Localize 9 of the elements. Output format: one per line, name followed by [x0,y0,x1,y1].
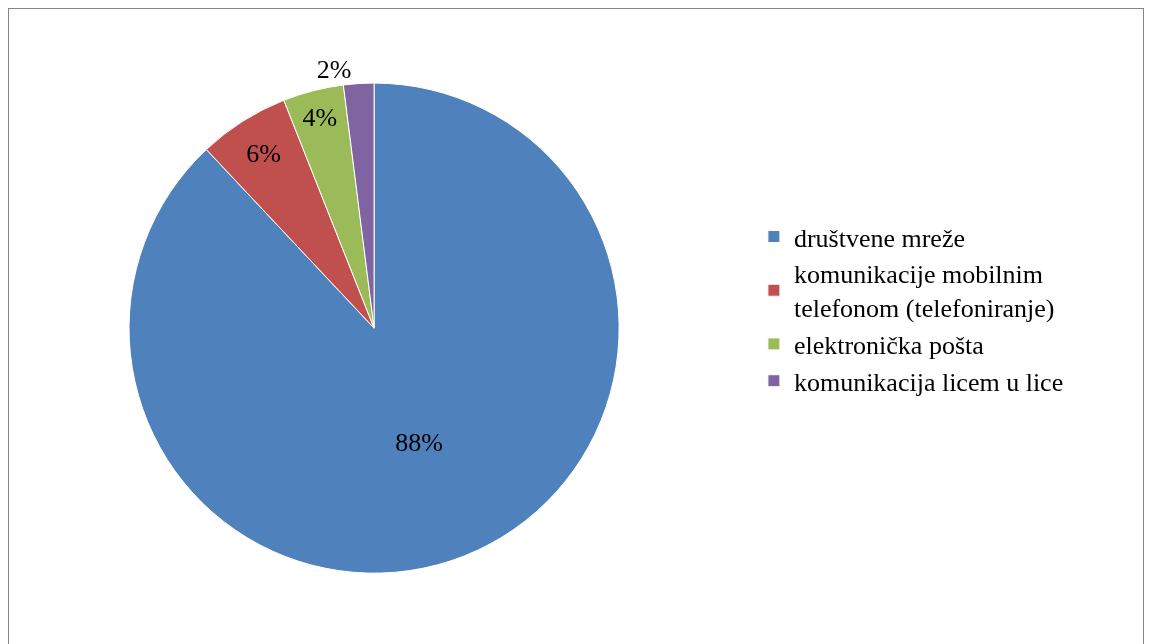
data-label: 4% [302,102,338,132]
data-label: 2% [316,54,352,84]
data-label: 88% [395,427,444,457]
data-label: 6% [246,139,281,169]
legend-label: društvene mreže [793,223,965,253]
legend-label: komunikacije mobilnim telefonom (telefoniranje) [793,260,1055,324]
pie-slice [128,82,620,574]
legend-label: komunikacija licem u lice [793,367,1064,397]
legend-label: elektronička pošta [793,331,985,361]
